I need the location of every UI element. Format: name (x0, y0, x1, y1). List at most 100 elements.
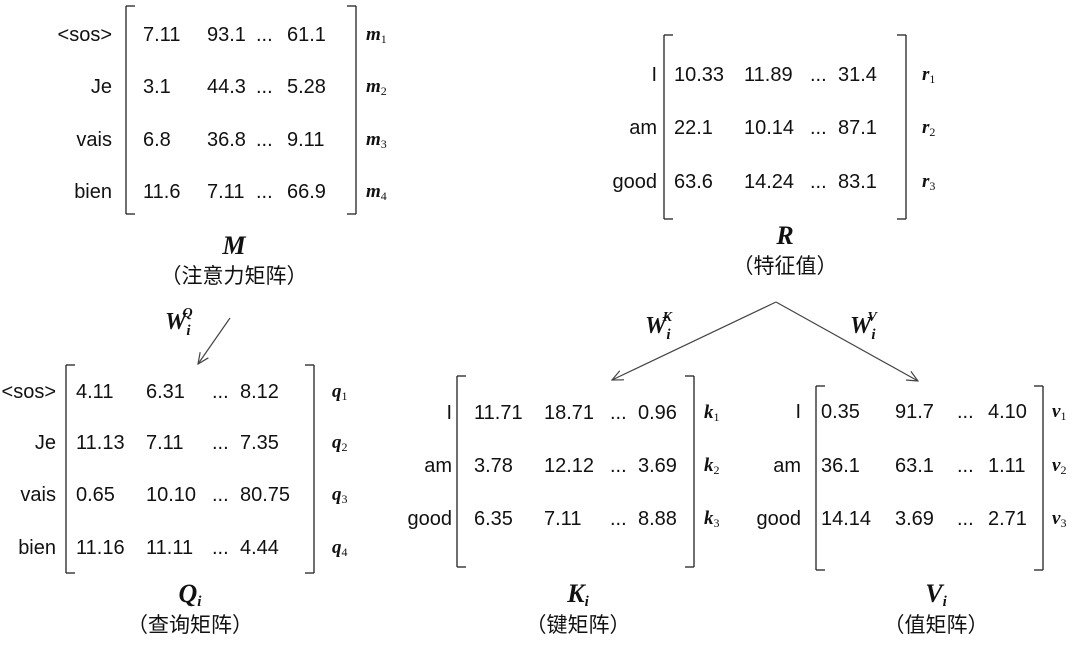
row-symbol: q1 (332, 380, 348, 408)
arrow-r-to-v (775, 301, 918, 381)
matrix-symbol-base: Q (178, 579, 198, 608)
weight-subscript: i (871, 327, 876, 343)
matrix-symbol: Vi (876, 579, 996, 617)
matrix-cell: 18.71 (544, 402, 595, 424)
matrix-cell: ... (957, 455, 974, 477)
matrix-cell: 22.1 (674, 117, 713, 139)
row-symbol-subscript: 3 (380, 137, 387, 151)
row-symbol: r2 (922, 116, 935, 144)
matrix-cell: 3.69 (638, 455, 677, 477)
matrix-cell: ... (256, 24, 273, 46)
row-label: I (795, 401, 801, 423)
matrix-cell: 14.24 (744, 171, 795, 193)
matrix-cell: ... (957, 508, 974, 530)
row-symbol-subscript: 2 (380, 84, 387, 98)
matrix-cell: ... (212, 537, 229, 559)
row-symbol: m3 (366, 128, 387, 156)
matrix-caption: （值矩阵） (883, 613, 989, 637)
matrix-symbol: R (725, 221, 845, 259)
row-symbol-base: r (922, 64, 930, 85)
row-label: Je (90, 76, 112, 98)
row-label: good (407, 508, 453, 530)
row-label: vais (20, 484, 56, 506)
row-symbol-base: k (704, 455, 714, 476)
row-label: <sos> (57, 24, 112, 46)
matrix-cell: 11.16 (76, 537, 125, 559)
matrix-cell: 31.4 (838, 64, 877, 86)
row-symbol: v1 (1052, 400, 1066, 428)
weight-subscript: i (186, 323, 191, 339)
row-symbol: k1 (704, 401, 720, 429)
matrix-cell: 61.1 (287, 24, 326, 46)
row-symbol-subscript: 3 (341, 492, 348, 506)
matrix-cell: 6.35 (474, 508, 513, 530)
matrix-cell: 8.88 (638, 508, 677, 530)
matrix-caption: （特征值） (732, 254, 838, 278)
matrix-cell: 11.11 (146, 537, 194, 559)
row-symbol-subscript: 2 (713, 463, 720, 477)
row-symbol: m1 (366, 23, 387, 51)
row-symbol-subscript: 3 (929, 179, 936, 193)
row-label: am (629, 117, 657, 139)
row-symbol-base: m (366, 76, 381, 97)
row-symbol: k2 (704, 454, 720, 482)
row-label: good (756, 508, 802, 530)
row-label: I (651, 64, 657, 86)
matrix-cell: ... (957, 401, 974, 423)
row-label: good (612, 171, 658, 193)
row-symbol-base: m (366, 181, 381, 202)
row-symbol-subscript: 2 (929, 125, 936, 139)
row-symbol: m4 (366, 180, 387, 208)
matrix-cell: 63.6 (674, 171, 713, 193)
matrix-cell: 11.89 (744, 64, 793, 86)
matrix-cell: 91.7 (895, 401, 934, 423)
arrow-r-to-k (612, 301, 777, 380)
matrix-cell: 10.10 (146, 484, 197, 506)
matrix-cell: 3.1 (143, 76, 171, 98)
matrix-cell: 7.35 (240, 432, 279, 454)
row-symbol-base: r (922, 117, 930, 138)
row-symbol-subscript: 1 (713, 410, 720, 424)
matrix-cell: ... (810, 117, 827, 139)
matrix-cell: 14.14 (821, 508, 872, 530)
row-symbol-subscript: 4 (341, 545, 348, 559)
row-symbol-base: v (1052, 455, 1061, 476)
row-symbol-subscript: 1 (929, 72, 936, 86)
row-symbol: k3 (704, 507, 720, 535)
row-symbol-subscript: 2 (1060, 463, 1067, 477)
matrix-cell: 9.11 (287, 129, 325, 151)
matrix-cell: 87.1 (838, 117, 877, 139)
matrix-symbol: Qi (130, 579, 250, 617)
row-label: <sos> (1, 381, 56, 403)
matrix-cell: ... (212, 432, 229, 454)
row-symbol: v2 (1052, 454, 1066, 482)
matrix-cell: ... (256, 129, 273, 151)
matrix-symbol-subscript: i (197, 594, 202, 610)
row-symbol: m2 (366, 75, 387, 103)
weight-label-wk: WiK (645, 310, 680, 344)
matrix-cell: 4.10 (988, 401, 1027, 423)
row-symbol-subscript: 1 (341, 389, 348, 403)
row-label: am (773, 455, 801, 477)
matrix-caption: （键矩阵） (525, 613, 631, 637)
matrix-cell: 6.8 (143, 129, 171, 151)
row-symbol-subscript: 1 (380, 32, 387, 46)
matrix-cell: ... (212, 484, 229, 506)
matrix-cell: 44.3 (207, 76, 246, 98)
matrix-cell: 5.28 (287, 76, 326, 98)
weight-base: W (645, 313, 667, 339)
row-symbol-subscript: 2 (341, 440, 348, 454)
matrix-symbol-base: M (222, 231, 246, 260)
matrix-cell: 93.1 (207, 24, 246, 46)
matrix-cell: 7.11 (544, 508, 582, 530)
row-label: bien (74, 181, 112, 203)
row-label: Je (34, 432, 56, 454)
row-symbol: v3 (1052, 507, 1066, 535)
row-symbol-base: m (366, 24, 381, 45)
matrix-cell: 11.6 (143, 181, 181, 203)
matrix-symbol-subscript: i (942, 594, 947, 610)
matrix-cell: 3.78 (474, 455, 513, 477)
arrow-m-to-q (198, 317, 231, 364)
matrix-cell: 7.11 (207, 181, 245, 203)
